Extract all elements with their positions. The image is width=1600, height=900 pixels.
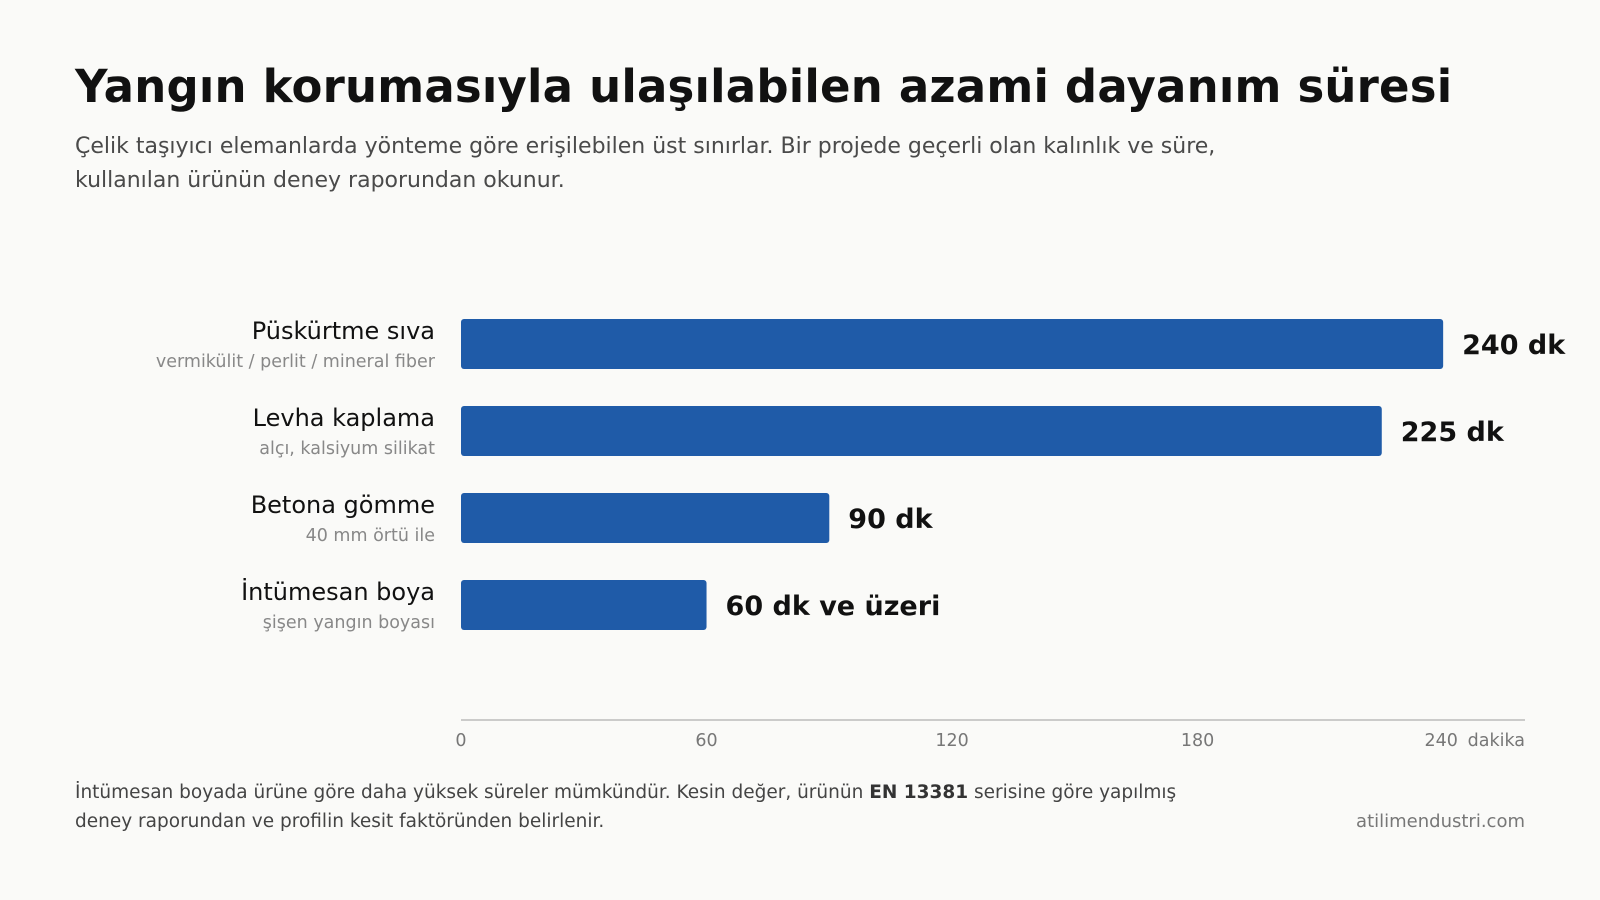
bar-value-label: 225 dk: [1401, 417, 1505, 448]
footnote-text: İntümesan boyada ürüne göre daha yüksek …: [75, 782, 870, 803]
bar: [461, 493, 830, 543]
bar-value-label: 90 dk: [848, 504, 933, 535]
category-label: Levha kaplama: [253, 404, 435, 432]
bar: [461, 319, 1444, 369]
source-credit: atilimendustri.com: [1356, 811, 1525, 832]
footnote-standard: EN 13381: [869, 782, 969, 803]
category-label: İntümesan boya: [241, 577, 435, 606]
footnote-text-end: serisine göre yapılmış deney raporundan …: [75, 782, 1177, 832]
x-tick-label: 0: [455, 731, 466, 751]
category-label: Betona gömme: [251, 491, 435, 519]
category-sublabel: vermikülit / perlit / mineral fiber: [156, 352, 436, 372]
chart-title: Yangın korumasıyla ulaşılabilen azami da…: [75, 60, 1453, 113]
footnote: İntümesan boyada ürüne göre daha yüksek …: [75, 778, 1225, 836]
bar-value-label: 60 dk ve üzeri: [726, 591, 941, 622]
bar: [461, 406, 1382, 456]
x-axis-unit-label: dakika: [1468, 731, 1525, 751]
bar-value-label: 240 dk: [1462, 330, 1566, 361]
category-sublabel: alçı, kalsiyum silikat: [259, 439, 435, 459]
chart-subtitle: Çelik taşıyıcı elemanlarda yönteme göre …: [75, 134, 1216, 193]
category-sublabel: 40 mm örtü ile: [306, 526, 435, 546]
x-tick-label: 240: [1424, 731, 1457, 751]
bar: [461, 580, 707, 630]
x-tick-label: 60: [695, 731, 717, 751]
category-sublabel: şişen yangın boyası: [263, 613, 435, 633]
x-tick-label: 120: [935, 731, 968, 751]
category-label: Püskürtme sıva: [252, 317, 435, 345]
x-tick-label: 180: [1181, 731, 1214, 751]
